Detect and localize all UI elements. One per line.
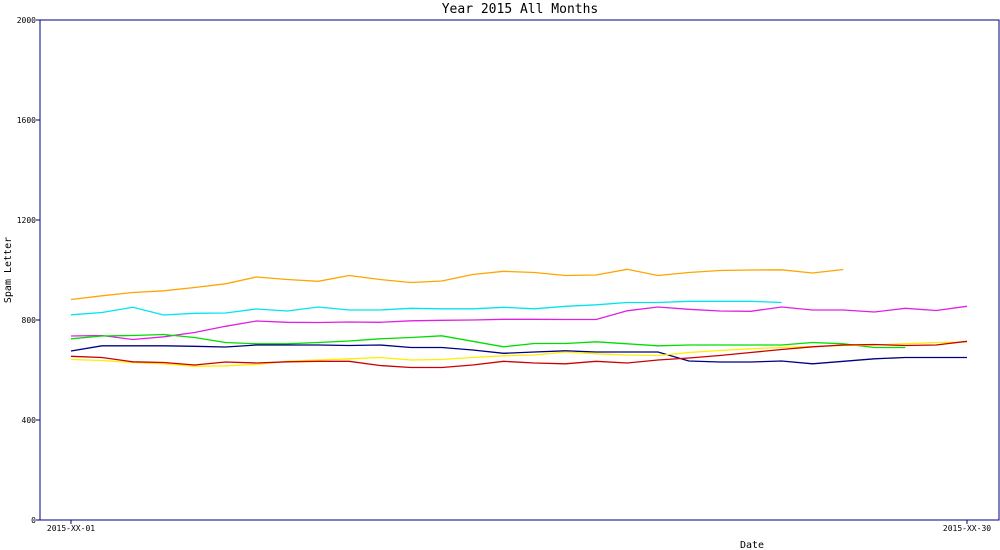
series-line-3 [70,305,968,341]
series-line-5 [70,344,967,365]
y-tick-label: 1600 [17,116,36,125]
x-axis-label: Date [740,540,764,550]
y-axis-ticks: 0 400 800 1200 1600 2000 [17,16,40,525]
chart-title: Year 2015 All Months [442,2,599,17]
x-axis-ticks: 2015-XX-01 2015-XX-30 [47,520,991,533]
series-line-1 [70,268,844,301]
y-axis-label: Spam Letter [3,237,14,303]
series-line-4 [70,333,906,349]
y-tick-label: 0 [31,516,36,525]
x-tick-label: 2015-XX-01 [47,524,95,533]
plot-frame [39,19,1000,521]
series-line-2 [70,300,782,316]
x-tick-label: 2015-XX-30 [943,524,991,533]
series-lines [70,268,968,369]
y-tick-label: 2000 [17,16,36,25]
y-tick-label: 800 [22,316,37,325]
series-line-7 [70,340,968,369]
y-tick-label: 1200 [17,216,36,225]
y-tick-label: 400 [22,416,37,425]
